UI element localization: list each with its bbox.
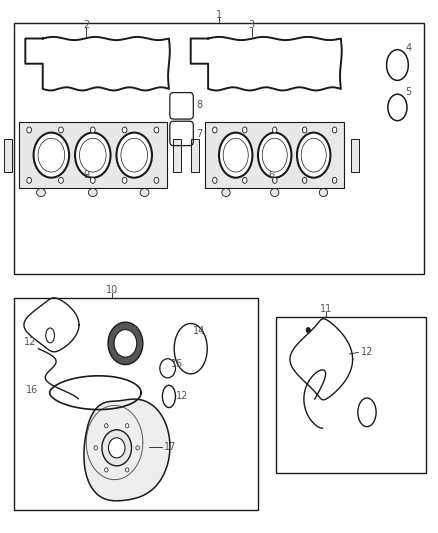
Ellipse shape [262, 138, 287, 172]
Ellipse shape [79, 138, 106, 172]
Ellipse shape [272, 177, 277, 183]
Ellipse shape [121, 138, 148, 172]
Text: 6: 6 [268, 171, 274, 180]
Ellipse shape [88, 189, 97, 197]
FancyBboxPatch shape [4, 139, 12, 172]
Ellipse shape [27, 177, 32, 183]
Ellipse shape [212, 127, 217, 133]
Ellipse shape [27, 127, 32, 133]
FancyBboxPatch shape [351, 139, 359, 172]
FancyBboxPatch shape [14, 298, 258, 511]
Ellipse shape [108, 322, 143, 365]
Text: 10: 10 [106, 285, 119, 295]
Ellipse shape [122, 177, 127, 183]
Ellipse shape [109, 438, 125, 458]
Ellipse shape [297, 133, 330, 177]
Text: 3: 3 [249, 20, 255, 30]
Ellipse shape [105, 468, 108, 472]
FancyBboxPatch shape [276, 317, 426, 473]
Ellipse shape [125, 468, 129, 472]
Ellipse shape [34, 133, 69, 177]
Ellipse shape [125, 424, 129, 428]
Ellipse shape [332, 177, 337, 183]
Text: 12: 12 [361, 348, 373, 358]
Text: 2: 2 [83, 20, 89, 30]
FancyBboxPatch shape [173, 139, 181, 172]
Ellipse shape [223, 138, 248, 172]
Ellipse shape [117, 133, 152, 177]
Text: 17: 17 [164, 442, 177, 452]
Ellipse shape [272, 127, 277, 133]
Text: 14: 14 [193, 326, 205, 336]
Text: 5: 5 [405, 86, 411, 96]
Text: 7: 7 [196, 129, 202, 139]
FancyBboxPatch shape [191, 139, 198, 172]
Ellipse shape [59, 127, 64, 133]
Ellipse shape [222, 189, 230, 197]
Text: 1: 1 [216, 10, 222, 20]
Ellipse shape [102, 430, 131, 466]
Ellipse shape [258, 133, 291, 177]
Ellipse shape [75, 133, 110, 177]
Ellipse shape [59, 177, 64, 183]
Ellipse shape [36, 189, 46, 197]
Ellipse shape [212, 177, 217, 183]
Ellipse shape [271, 189, 279, 197]
Ellipse shape [105, 424, 108, 428]
Text: 11: 11 [319, 304, 332, 314]
Ellipse shape [219, 133, 252, 177]
Text: 4: 4 [405, 43, 411, 53]
Ellipse shape [140, 189, 149, 197]
Ellipse shape [154, 127, 159, 133]
Text: 9: 9 [83, 171, 89, 180]
Ellipse shape [301, 138, 326, 172]
Text: 16: 16 [26, 384, 38, 394]
Ellipse shape [114, 329, 137, 357]
Ellipse shape [306, 327, 311, 333]
FancyBboxPatch shape [205, 122, 344, 188]
Text: 8: 8 [196, 100, 202, 110]
Ellipse shape [90, 177, 95, 183]
Ellipse shape [243, 177, 247, 183]
Polygon shape [84, 399, 170, 501]
Text: 12: 12 [25, 337, 37, 347]
Text: 13: 13 [128, 326, 140, 336]
Ellipse shape [302, 177, 307, 183]
Ellipse shape [94, 446, 98, 450]
Ellipse shape [136, 446, 139, 450]
Ellipse shape [302, 127, 307, 133]
Ellipse shape [38, 138, 65, 172]
FancyBboxPatch shape [14, 22, 424, 274]
Ellipse shape [90, 127, 95, 133]
Ellipse shape [243, 127, 247, 133]
Ellipse shape [122, 127, 127, 133]
Text: 15: 15 [171, 359, 184, 369]
Text: 12: 12 [176, 391, 188, 401]
Ellipse shape [154, 177, 159, 183]
FancyBboxPatch shape [19, 122, 167, 188]
Ellipse shape [319, 189, 328, 197]
Ellipse shape [332, 127, 337, 133]
